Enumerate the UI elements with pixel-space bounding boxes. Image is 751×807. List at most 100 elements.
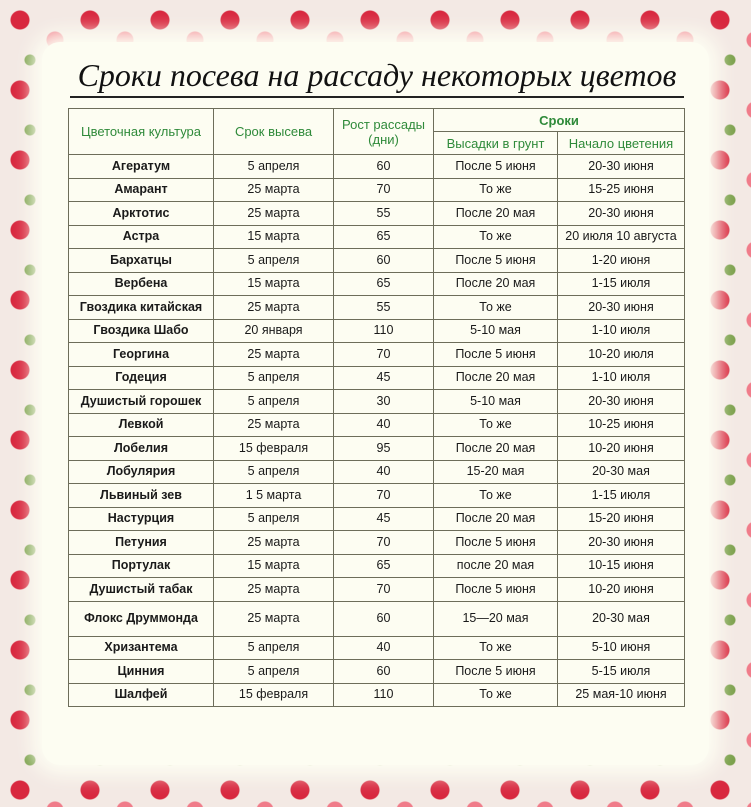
cell-sowing: 15 марта [213,224,334,249]
cell-sowing: 20 января [213,318,334,343]
cell-bloom: 10-25 июня [557,412,685,437]
cell-culture: Арктотис [68,201,214,226]
cell-growth: 55 [333,201,434,226]
cell-planting: То же [433,483,558,508]
cell-culture: Гвоздика китайская [68,295,214,320]
table-row: Львиный зев 1 5 марта 70 То же 1-15 июля [68,483,685,508]
cell-sowing: 25 марта [213,577,334,602]
cell-planting: После 5 июня [433,530,558,555]
cell-bloom: 15-20 июня [557,506,685,531]
cell-sowing: 5 апреля [213,635,334,660]
cell-growth: 40 [333,412,434,437]
cell-sowing: 25 марта [213,342,334,367]
cell-sowing: 5 апреля [213,248,334,273]
cell-growth: 65 [333,271,434,296]
cell-sowing: 15 марта [213,553,334,578]
cell-sowing: 5 апреля [213,506,334,531]
header-bloom: Начало цветения [557,131,685,155]
cell-growth: 45 [333,506,434,531]
cell-culture: Бархатцы [68,248,214,273]
cell-planting: То же [433,177,558,202]
title-underline [70,96,684,98]
page-title: Сроки посева на рассаду некоторых цветов [77,57,677,93]
cell-culture: Цинния [68,659,214,684]
cell-culture: Душистый табак [68,577,214,602]
cell-bloom: 1-20 июня [557,248,685,273]
cell-bloom: 1-10 июля [557,365,685,390]
table-row: Петуния 25 марта 70 После 5 июня 20-30 июня [68,530,685,555]
cell-bloom: 20-30 июня [557,201,685,226]
cell-sowing: 15 марта [213,271,334,296]
table-row: Лобулярия 5 апреля 40 15-20 мая 20-30 мая [68,459,685,484]
cell-planting: То же [433,295,558,320]
cell-culture: Львиный зев [68,483,214,508]
table-row: Шалфей 15 февраля 110 То же 25 мая-10 июня [68,682,685,707]
cell-planting: После 20 мая [433,201,558,226]
cell-culture: Агератум [68,154,214,179]
cell-growth: 110 [333,318,434,343]
cell-planting: То же [433,635,558,660]
cell-planting: После 20 мая [433,271,558,296]
table-row: Душистый табак 25 марта 70 После 5 июня 10-2… [68,577,685,602]
cell-culture: Георгина [68,342,214,367]
cell-culture: Портулак [68,553,214,578]
cell-growth: 30 [333,389,434,414]
cell-growth: 70 [333,530,434,555]
table-row: Настурция 5 апреля 45 После 20 мая 15-20 июн… [68,506,685,531]
cell-bloom: 10-20 июня [557,436,685,461]
cell-culture: Годеция [68,365,214,390]
cell-culture: Хризантема [68,635,214,660]
header-sowing: Срок высева [213,108,334,155]
table-row: Георгина 25 марта 70 После 5 июня 10-20 июля [68,342,685,367]
cell-growth: 70 [333,342,434,367]
cell-growth: 45 [333,365,434,390]
cell-planting: После 5 июня [433,342,558,367]
cell-growth: 55 [333,295,434,320]
cell-planting: То же [433,224,558,249]
cell-growth: 70 [333,577,434,602]
cell-planting: То же [433,682,558,707]
header-culture: Цветочная культура [68,108,214,155]
table-row: Астра 15 марта 65 То же 20 июля 10 августа [68,224,685,249]
cell-sowing: 25 марта [213,600,334,637]
cell-sowing: 25 марта [213,177,334,202]
cell-growth: 40 [333,459,434,484]
cell-bloom: 1-15 июля [557,483,685,508]
cell-growth: 60 [333,248,434,273]
cell-bloom: 20 июля 10 августа [557,224,685,249]
table-row: Портулак 15 марта 65 после 20 мая 10-15 июня [68,553,685,578]
cell-planting: После 5 июня [433,577,558,602]
cell-bloom: 15-25 июня [557,177,685,202]
cell-growth: 40 [333,635,434,660]
cell-culture: Вербена [68,271,214,296]
cell-culture: Настурция [68,506,214,531]
cell-bloom: 10-20 июля [557,342,685,367]
cell-culture: Флокс Друммонда [68,600,214,637]
cell-bloom: 20-30 июня [557,295,685,320]
cell-growth: 70 [333,483,434,508]
cell-planting: После 5 июня [433,154,558,179]
table-row: Годеция 5 апреля 45 После 20 мая 1-10 июля [68,365,685,390]
cell-culture: Шалфей [68,682,214,707]
table-row: Цинния 5 апреля 60 После 5 июня 5-15 июля [68,659,685,684]
cell-planting: 15—20 мая [433,600,558,637]
cell-sowing: 5 апреля [213,659,334,684]
cell-sowing: 25 марта [213,412,334,437]
cell-bloom: 5-10 июня [557,635,685,660]
cell-planting: 5-10 мая [433,318,558,343]
cell-growth: 60 [333,154,434,179]
cell-bloom: 1-15 июля [557,271,685,296]
cell-sowing: 25 марта [213,201,334,226]
cell-sowing: 15 февраля [213,436,334,461]
cell-sowing: 5 апреля [213,389,334,414]
header-growth: Рост рассады (дни) [333,108,434,155]
cell-sowing: 25 марта [213,295,334,320]
cell-bloom: 5-15 июля [557,659,685,684]
cell-sowing: 5 апреля [213,154,334,179]
table-row: Амарант 25 марта 70 То же 15-25 июня [68,177,685,202]
table-row: Гвоздика Шабо 20 января 110 5-10 мая 1-10 ию… [68,318,685,343]
cell-sowing: 15 февраля [213,682,334,707]
cell-growth: 65 [333,553,434,578]
cell-culture: Амарант [68,177,214,202]
cell-bloom: 1-10 июля [557,318,685,343]
